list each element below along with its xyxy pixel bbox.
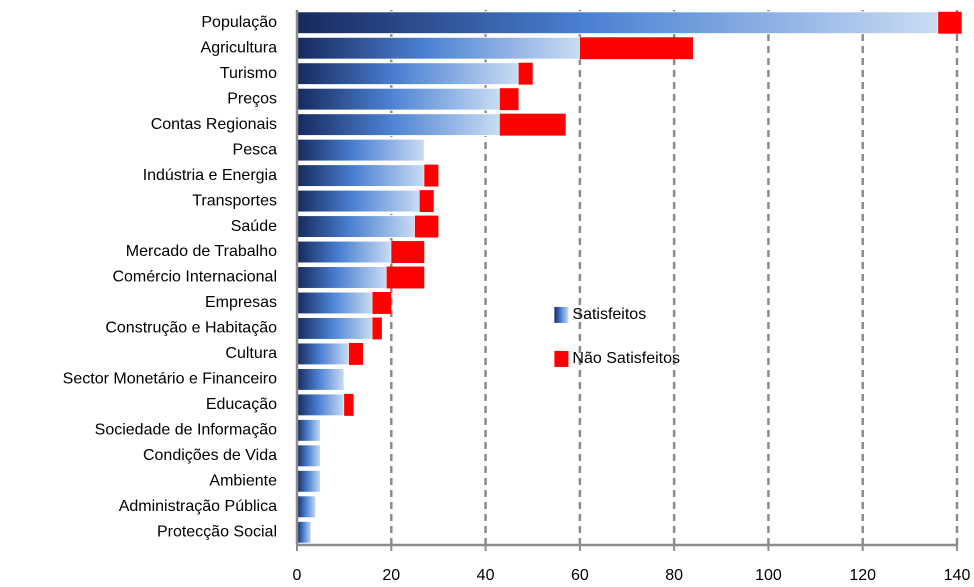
y-tick-label: Cultura [225,345,277,362]
bar-segment [296,36,581,60]
y-tick-label: Protecção Social [157,523,277,540]
y-tick-label: Turismo [220,65,277,82]
bar-segment [296,367,345,391]
bar-segment [579,37,693,60]
bar-segment [518,62,533,85]
legend-swatch [554,350,569,367]
x-tick-label: 20 [382,567,400,584]
y-tick-label: Contas Regionais [151,116,277,133]
bar-segment [348,342,363,365]
y-tick-label: Indústria e Energia [143,167,277,184]
x-tick-label: 140 [944,567,971,584]
bar-segment [296,316,373,340]
y-tick-label: Educação [206,396,277,413]
y-tick-label: Mercado de Trabalho [126,243,277,260]
bar-segment [296,418,322,442]
bar-segment [372,292,392,314]
bar-segment [296,240,392,264]
bar-segment [938,11,962,34]
legend-swatch [554,306,569,323]
y-tick-label: Sector Monetário e Financeiro [63,371,277,388]
bar-segment [296,520,312,544]
bar-segment [296,291,373,315]
y-tick-label: Condições de Vida [143,447,277,464]
y-tick-label: População [201,14,277,31]
bar-segment [296,469,322,493]
bar-segment [414,215,439,238]
bar-segment [296,215,416,239]
bar-segment [391,241,425,263]
x-tick-label: 120 [849,567,876,584]
y-tick-label: Ambiente [209,473,277,490]
bar-segment [386,266,425,289]
y-tick-label: Agricultura [201,39,278,56]
y-tick-label: Sociedade de Informação [95,422,277,439]
bar-segment [296,342,350,366]
bar-segment [296,393,345,417]
y-tick-label: Construção e Habitação [105,320,277,337]
legend-label: Satisfeitos [572,306,646,323]
bar-segment [344,393,354,416]
legend-label: Não Satisfeitos [572,350,680,367]
bar-segment [296,164,425,188]
bar-segment [296,87,501,111]
bar-segment [296,189,421,213]
bar-segment [296,444,322,468]
y-tick-label: Comércio Internacional [112,269,277,286]
bar-segment [296,11,939,35]
bar-segment [296,495,317,519]
x-tick-label: 40 [477,567,495,584]
bar-segment [296,138,425,162]
x-tick-label: 0 [293,567,302,584]
y-tick-label: Transportes [192,192,277,209]
y-tick-label: Saúde [231,218,277,235]
bar-segment [296,113,501,137]
bar-segment [424,164,439,187]
bar-segment [499,113,566,136]
bar-segment [296,62,520,86]
x-tick-label: 100 [755,567,782,584]
x-tick-label: 60 [571,567,589,584]
bar-segment [419,190,434,213]
y-tick-label: Empresas [205,294,277,311]
bar-segment [499,88,519,111]
y-tick-label: Preços [227,90,277,107]
x-tick-label: 80 [665,567,683,584]
bar-segment [296,266,388,289]
bar-segment [372,317,382,340]
y-tick-label: Administração Pública [119,498,277,515]
y-tick-label: Pesca [233,141,278,158]
